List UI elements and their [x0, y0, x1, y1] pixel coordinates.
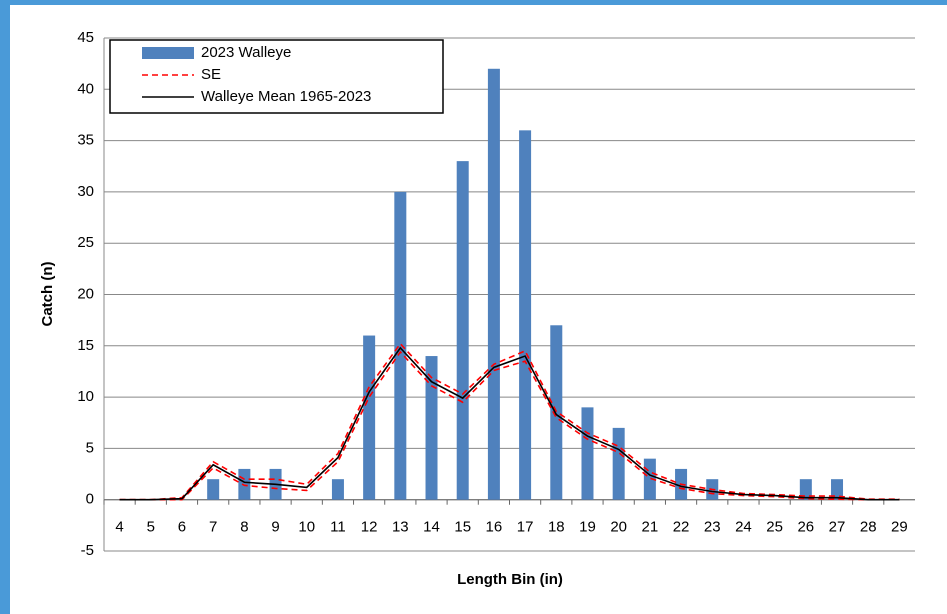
legend-label: Walleye Mean 1965-2023	[201, 88, 371, 105]
x-tick-label: 20	[610, 519, 627, 536]
x-tick-label: 17	[517, 519, 534, 536]
x-tick-label: 23	[704, 519, 721, 536]
bar	[456, 161, 469, 500]
se-line	[119, 342, 900, 501]
x-tick-label: 7	[209, 519, 217, 536]
bar	[612, 427, 625, 500]
bar	[394, 191, 407, 500]
y-tick-label: 20	[77, 285, 94, 302]
x-tick-label: 14	[423, 519, 440, 536]
x-tick-label: 12	[361, 519, 378, 536]
y-tick-label: 30	[77, 183, 94, 200]
x-tick-label: 10	[298, 519, 315, 536]
mean-line	[119, 346, 900, 501]
se-line	[119, 350, 900, 501]
bar	[425, 356, 438, 500]
x-tick-label: 22	[673, 519, 690, 536]
x-tick-label: 26	[797, 519, 814, 536]
x-tick-label: 11	[330, 519, 346, 536]
y-axis-title: Catch (n)	[39, 262, 56, 327]
bar	[363, 335, 376, 500]
y-tick-label: 25	[77, 234, 94, 251]
x-tick-label: 13	[392, 519, 409, 536]
x-tick-label: 24	[735, 519, 752, 536]
bar	[519, 130, 532, 500]
x-axis-title: Length Bin (in)	[457, 571, 563, 588]
x-tick-label: 4	[115, 519, 123, 536]
legend-label: SE	[201, 66, 221, 83]
y-tick-label: 45	[77, 29, 94, 46]
x-tick-label: 5	[147, 519, 155, 536]
bar	[207, 479, 220, 500]
bar	[581, 407, 594, 500]
y-tick-label: 15	[77, 337, 94, 354]
x-tick-label: 8	[240, 519, 248, 536]
y-tick-label: -5	[81, 542, 94, 559]
x-tick-label: 29	[891, 519, 908, 536]
x-tick-label: 21	[642, 519, 659, 536]
window-frame	[0, 0, 10, 614]
bar	[799, 479, 812, 500]
y-tick-label: 10	[77, 388, 94, 405]
x-tick-label: 28	[860, 519, 877, 536]
y-tick-label: 5	[86, 439, 94, 456]
x-tick-label: 25	[766, 519, 783, 536]
y-tick-label: 40	[77, 80, 94, 97]
bar	[331, 479, 344, 500]
y-tick-label: 35	[77, 132, 94, 149]
x-tick-label: 19	[579, 519, 596, 536]
bar	[238, 468, 251, 500]
bar	[487, 68, 500, 500]
window-frame	[0, 0, 947, 5]
x-tick-label: 16	[486, 519, 503, 536]
x-tick-label: 18	[548, 519, 565, 536]
x-tick-label: 9	[271, 519, 279, 536]
bar	[831, 479, 844, 500]
x-tick-label: 27	[829, 519, 846, 536]
x-tick-label: 15	[454, 519, 471, 536]
legend-swatch	[142, 47, 194, 59]
x-tick-label: 6	[178, 519, 186, 536]
legend-label: 2023 Walleye	[201, 44, 291, 61]
y-tick-label: 0	[86, 491, 94, 508]
bar	[550, 325, 563, 500]
